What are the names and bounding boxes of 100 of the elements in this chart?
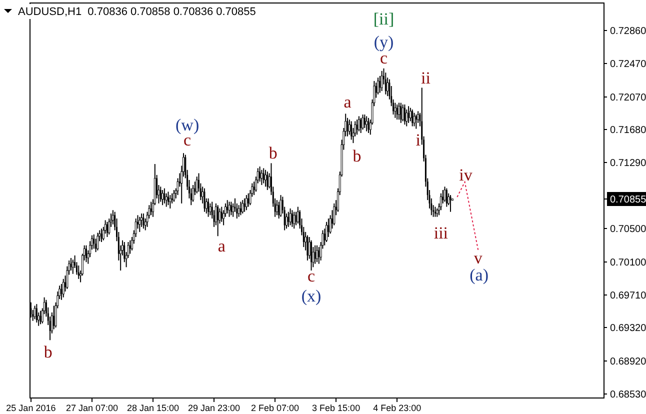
candlestick xyxy=(230,201,232,216)
annotation: [ii] xyxy=(373,10,394,28)
annotation: (x) xyxy=(301,286,322,306)
candlestick xyxy=(40,310,42,325)
annotation: v xyxy=(474,248,483,268)
candlestick xyxy=(366,116,368,132)
candlestick xyxy=(314,244,316,264)
candlestick xyxy=(434,206,436,218)
candlestick xyxy=(264,169,267,188)
candlestick xyxy=(168,191,170,206)
y-tick-label: 0.69710 xyxy=(610,290,646,302)
candlestick xyxy=(192,184,194,202)
candlestick xyxy=(316,244,318,263)
x-tick-label: 28 Jan 15:00 xyxy=(126,403,180,413)
candlestick xyxy=(228,201,230,218)
candlestick xyxy=(70,257,72,272)
chart-title: AUDUSD,H1 0.70836 0.70858 0.70836 0.70855 xyxy=(18,6,256,18)
annotation: iv xyxy=(459,166,473,184)
x-tick-label: 2 Feb 07:00 xyxy=(251,403,300,413)
candlestick xyxy=(404,104,406,126)
annotation: ii xyxy=(420,68,431,88)
candlestick xyxy=(310,240,312,272)
candlestick xyxy=(280,194,282,218)
candlestick xyxy=(160,186,162,202)
y-tick-label: 0.68920 xyxy=(610,356,646,368)
annotation: b xyxy=(268,144,278,162)
candlestick xyxy=(260,169,263,186)
candlestick xyxy=(162,190,164,206)
candlestick xyxy=(245,194,248,211)
candlestick xyxy=(380,70,383,92)
text: 0.70855 xyxy=(610,194,646,206)
candlestick xyxy=(259,166,261,182)
y-tick-label: 0.70500 xyxy=(610,224,646,236)
annotation: (a) xyxy=(470,266,489,284)
candlestick xyxy=(296,206,299,224)
x-tick-label: 3 Feb 15:00 xyxy=(312,403,360,413)
y-tick-label: 0.70100 xyxy=(610,258,646,269)
x-tick-label: 27 Jan 07:00 xyxy=(66,403,118,413)
candlestick xyxy=(350,120,352,140)
candlestick xyxy=(248,192,250,208)
candlestick xyxy=(415,114,417,130)
candlestick xyxy=(348,119,350,136)
candlestick xyxy=(408,106,410,124)
annotation: b xyxy=(352,146,362,166)
candlestick xyxy=(138,216,141,232)
x-tick-label: 29 Jan 23:00 xyxy=(188,403,240,413)
candlestick xyxy=(226,200,228,214)
annotation: b xyxy=(44,342,52,362)
candlestick xyxy=(413,112,416,127)
y-tick-label: 0.71290 xyxy=(610,158,646,169)
candlestick xyxy=(289,208,292,226)
candlestick xyxy=(396,104,398,120)
candlestick xyxy=(242,200,244,214)
candlestick xyxy=(450,194,452,212)
annotation: i xyxy=(416,130,421,150)
candlestick xyxy=(196,176,198,194)
candlestick xyxy=(356,119,358,136)
y-tick-label: 0.68530 xyxy=(610,389,646,400)
candlestick xyxy=(78,264,80,280)
candlestick xyxy=(209,202,212,216)
y-tick-label: 0.72860 xyxy=(610,26,646,38)
candlestick xyxy=(394,102,396,118)
candlestick xyxy=(142,213,144,230)
candlestick xyxy=(96,232,99,251)
y-tick-label: 0.72470 xyxy=(610,58,646,70)
candlestick xyxy=(217,204,219,237)
candlestick xyxy=(446,188,448,208)
candlestick xyxy=(169,194,172,209)
candlestick xyxy=(293,211,296,230)
candlestick xyxy=(412,109,414,127)
candlestick xyxy=(53,305,55,330)
candlestick xyxy=(208,198,210,218)
annotation: c xyxy=(308,266,316,286)
candlestick xyxy=(100,228,102,243)
candlestick xyxy=(165,192,168,208)
candlestick xyxy=(295,211,297,226)
candlestick xyxy=(164,188,166,204)
candlestick xyxy=(93,234,95,250)
candlestick xyxy=(306,234,308,261)
candlestick xyxy=(106,221,108,238)
candlestick xyxy=(150,201,152,216)
candlestick xyxy=(86,244,88,263)
candlestick xyxy=(72,259,74,274)
x-tick-label: 25 Jan 2016 xyxy=(6,403,56,413)
candlestick xyxy=(36,304,38,324)
candlestick xyxy=(204,188,206,212)
candlestick xyxy=(172,190,175,202)
candlestick xyxy=(240,201,242,216)
annotation: iii xyxy=(434,224,448,242)
candlestick xyxy=(402,104,404,122)
candlestick xyxy=(238,204,240,218)
candlestick xyxy=(346,117,348,137)
candlestick xyxy=(129,240,131,254)
candlestick xyxy=(440,192,442,211)
candlestick xyxy=(244,198,246,212)
candlestick xyxy=(124,242,126,263)
y-tick-label: 0.71680 xyxy=(610,125,646,136)
candlestick xyxy=(276,200,278,216)
candlestick xyxy=(360,117,362,134)
candlestick xyxy=(358,116,360,132)
